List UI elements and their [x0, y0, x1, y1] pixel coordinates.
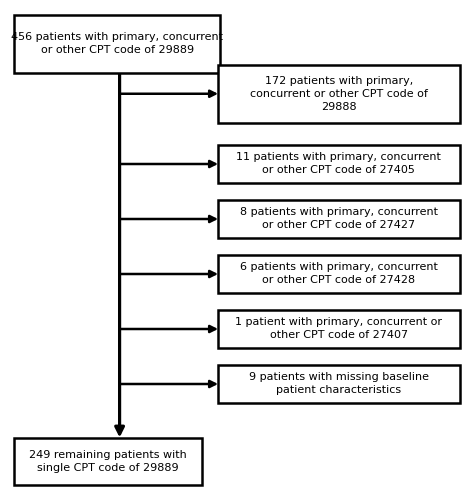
Text: 456 patients with primary, concurrent
or other CPT code of 29889: 456 patients with primary, concurrent or… — [11, 32, 223, 55]
Text: 172 patients with primary,
concurrent or other CPT code of
29888: 172 patients with primary, concurrent or… — [250, 76, 428, 112]
FancyBboxPatch shape — [218, 145, 460, 182]
Text: 1 patient with primary, concurrent or
other CPT code of 27407: 1 patient with primary, concurrent or ot… — [235, 318, 442, 340]
FancyBboxPatch shape — [14, 15, 220, 72]
FancyBboxPatch shape — [218, 200, 460, 237]
Text: 8 patients with primary, concurrent
or other CPT code of 27427: 8 patients with primary, concurrent or o… — [240, 208, 438, 230]
FancyBboxPatch shape — [14, 438, 202, 485]
Text: 9 patients with missing baseline
patient characteristics: 9 patients with missing baseline patient… — [249, 372, 429, 395]
FancyBboxPatch shape — [218, 365, 460, 403]
Text: 6 patients with primary, concurrent
or other CPT code of 27428: 6 patients with primary, concurrent or o… — [240, 262, 438, 285]
FancyBboxPatch shape — [218, 310, 460, 348]
Text: 249 remaining patients with
single CPT code of 29889: 249 remaining patients with single CPT c… — [29, 450, 187, 472]
Text: 11 patients with primary, concurrent
or other CPT code of 27405: 11 patients with primary, concurrent or … — [236, 152, 441, 175]
FancyBboxPatch shape — [218, 65, 460, 122]
FancyBboxPatch shape — [218, 255, 460, 292]
